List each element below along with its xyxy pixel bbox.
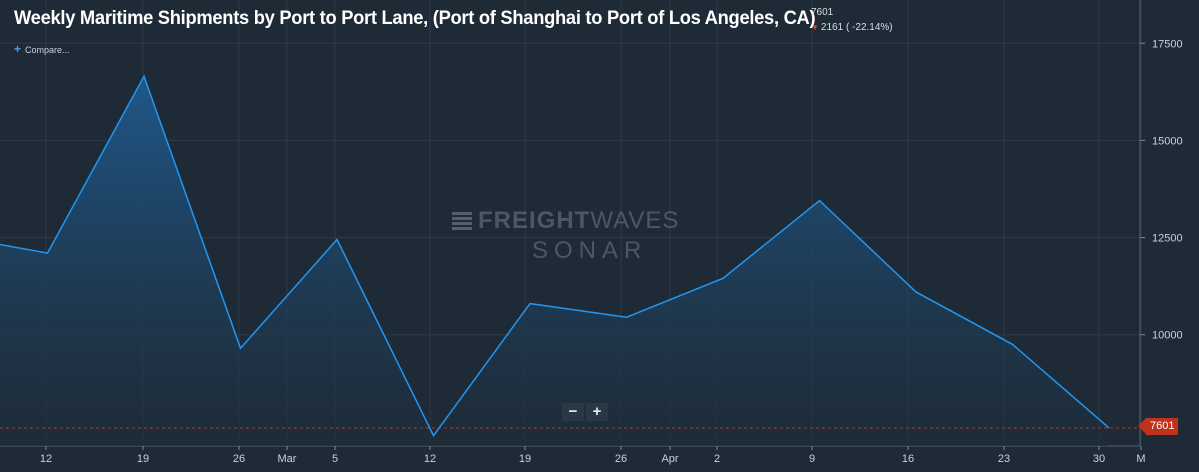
x-tick-label: 19 <box>519 453 531 465</box>
x-tick-label: 26 <box>233 453 245 465</box>
data-point <box>142 74 146 78</box>
x-tick-label: 26 <box>615 453 627 465</box>
watermark-product: SONAR <box>532 237 648 264</box>
x-tick-label: M <box>1136 453 1145 465</box>
compare-button[interactable]: + Compare... <box>14 42 70 56</box>
plus-icon: + <box>14 42 22 56</box>
data-point <box>528 302 532 306</box>
data-point <box>1011 342 1015 346</box>
zoom-controls: − + <box>562 403 608 421</box>
data-point <box>239 346 243 350</box>
x-tick-label: 23 <box>998 453 1010 465</box>
x-tick-label: 5 <box>332 453 338 465</box>
watermark-brand-light: WAVES <box>590 207 680 234</box>
data-point <box>914 290 918 294</box>
data-point <box>432 434 436 438</box>
y-axis: 17500 15000 12500 10000 <box>1139 0 1183 446</box>
watermark-brand-bold: FREIGHT <box>478 207 591 234</box>
x-tick-label: 12 <box>424 453 436 465</box>
freightwaves-logo-icon <box>452 212 472 230</box>
data-point <box>818 199 822 203</box>
compare-label: Compare... <box>25 45 70 55</box>
series-line <box>0 74 1110 438</box>
x-tick-label: 2 <box>714 453 720 465</box>
y-tick-label: 17500 <box>1152 38 1183 50</box>
y-tick-label: 12500 <box>1152 233 1183 245</box>
y-tick-label: 10000 <box>1152 330 1183 342</box>
last-price-tag: 7601 <box>1137 418 1179 435</box>
y-tick-label: 15000 <box>1152 135 1183 147</box>
x-tick-label: Mar <box>278 453 297 465</box>
data-point <box>46 251 50 255</box>
data-point <box>721 276 725 280</box>
legend-change-text: 2161 ( -22.14%) <box>820 22 893 33</box>
down-arrow-icon: ▼ <box>811 23 819 32</box>
x-tick-label: 30 <box>1093 453 1105 465</box>
legend-last-value: 7601 <box>811 7 834 18</box>
series-area <box>0 76 1109 446</box>
zoom-out-button[interactable]: − <box>562 403 584 421</box>
data-point <box>335 237 339 241</box>
data-point <box>1107 426 1111 430</box>
watermark-logo: FREIGHTWAVES <box>452 207 679 235</box>
legend-change: ▼ 2161 ( -22.14%) <box>811 22 893 33</box>
x-tick-label: 19 <box>137 453 149 465</box>
zoom-in-button[interactable]: + <box>586 403 608 421</box>
data-point <box>625 315 629 319</box>
x-tick-label: Apr <box>661 453 678 465</box>
x-tick-label: 16 <box>902 453 914 465</box>
x-axis: 12 19 26 Mar 5 12 19 26 Apr 2 9 16 23 30 M <box>40 446 1146 465</box>
x-tick-label: 12 <box>40 453 52 465</box>
chart-title: Weekly Maritime Shipments by Port to Por… <box>14 8 816 29</box>
x-tick-label: 9 <box>809 453 815 465</box>
